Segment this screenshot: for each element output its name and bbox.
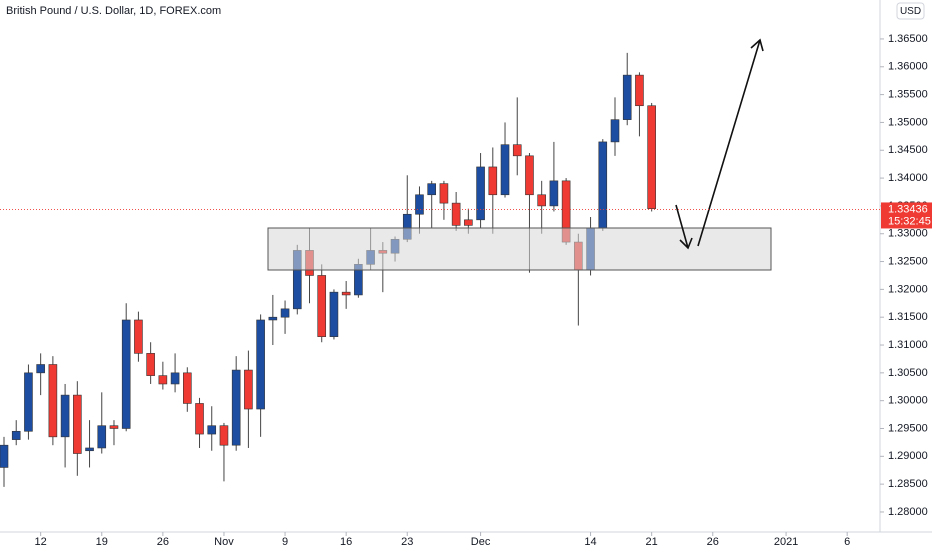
x-tick-label: 14 — [584, 536, 596, 548]
x-tick-label: 12 — [35, 536, 47, 548]
arrow-up — [697, 39, 761, 247]
candle-body — [0, 444, 9, 468]
candle-body — [598, 141, 608, 229]
y-tick-label: 1.31000 — [888, 339, 928, 351]
candle-body — [73, 394, 82, 454]
candle-body — [280, 308, 290, 318]
candle-body — [11, 430, 21, 440]
candle-body — [48, 364, 58, 438]
y-tick-label: 1.30500 — [888, 367, 928, 379]
x-tick-label: 2021 — [774, 536, 798, 548]
y-tick-label: 1.32500 — [888, 255, 928, 267]
currency-button[interactable] — [896, 2, 925, 20]
candle-body — [207, 425, 217, 435]
candle-body — [488, 166, 498, 196]
candle-body — [610, 119, 620, 143]
y-tick-label: 1.28500 — [888, 478, 928, 490]
arrow-down-head — [679, 237, 693, 250]
currency-label[interactable]: USD — [900, 6, 921, 17]
x-tick-label: 23 — [401, 536, 413, 548]
candle-body — [60, 394, 70, 438]
candle-body — [183, 372, 192, 404]
x-tick-label: 26 — [707, 536, 719, 548]
candle-body — [647, 105, 656, 209]
y-tick-label: 1.33000 — [888, 228, 928, 240]
projection-arrows — [675, 38, 764, 250]
y-tick-label: 1.34000 — [888, 172, 928, 184]
candle-body — [36, 364, 45, 374]
arrow-down — [675, 204, 689, 249]
candle-body — [415, 194, 424, 215]
x-tick-label: Dec — [471, 536, 491, 548]
candle-body — [244, 369, 253, 410]
candle-body — [109, 425, 119, 429]
candle-body — [500, 144, 510, 196]
y-tick-label: 1.32000 — [888, 283, 928, 295]
support-zone — [267, 227, 772, 271]
x-tick-label: Nov — [214, 536, 234, 548]
candle-body — [195, 403, 204, 435]
candle-body — [134, 319, 143, 354]
candle-body — [341, 291, 351, 296]
x-tick-label: 6 — [844, 536, 850, 548]
y-tick-label: 1.29500 — [888, 422, 928, 434]
x-tick-label: 9 — [282, 536, 288, 548]
x-tick-label: 19 — [96, 536, 108, 548]
y-tick-label: 1.36000 — [888, 61, 928, 73]
candle-body — [146, 353, 155, 376]
candle-body — [329, 291, 339, 337]
candle-body — [525, 155, 534, 196]
candle-body — [427, 183, 437, 196]
y-tick-label: 1.35500 — [888, 89, 928, 101]
y-tick-label: 1.35000 — [888, 116, 928, 128]
y-tick-label: 1.36500 — [888, 33, 928, 45]
candle-body — [170, 372, 180, 385]
chart-title: British Pound / U.S. Dollar, 1D, FOREX.c… — [6, 5, 221, 17]
candle-body — [97, 425, 107, 449]
candle-body — [121, 319, 131, 429]
candle-body — [317, 275, 327, 337]
last-price-box — [881, 202, 932, 229]
x-tick-label: 26 — [157, 536, 169, 548]
x-tick-label: 16 — [340, 536, 352, 548]
x-tick-label: 21 — [646, 536, 658, 548]
arrow-up-head — [750, 38, 764, 52]
candle-body — [158, 375, 168, 385]
candle-body — [85, 447, 94, 452]
candle-body — [635, 74, 644, 107]
candle-body — [231, 369, 241, 446]
candle-body — [268, 316, 278, 321]
y-tick-label: 1.29000 — [888, 450, 928, 462]
y-tick-label: 1.28000 — [888, 506, 928, 518]
candle-body — [476, 166, 485, 221]
candle-body — [219, 425, 229, 446]
candle-body — [622, 74, 632, 120]
y-tick-label: 1.30000 — [888, 395, 928, 407]
candle-body — [439, 183, 449, 204]
candle-body — [451, 202, 461, 226]
candle-body — [24, 372, 33, 432]
candle-body — [464, 219, 473, 226]
last-price-label: 1.33436 — [888, 203, 928, 215]
y-tick-label: 1.31500 — [888, 311, 928, 323]
candle-body — [549, 180, 559, 207]
y-tick-label: 1.34500 — [888, 144, 928, 156]
countdown-label: 15:32:45 — [888, 215, 931, 227]
candle-body — [512, 144, 522, 157]
candle-body — [256, 319, 265, 410]
candle-body — [537, 194, 546, 207]
